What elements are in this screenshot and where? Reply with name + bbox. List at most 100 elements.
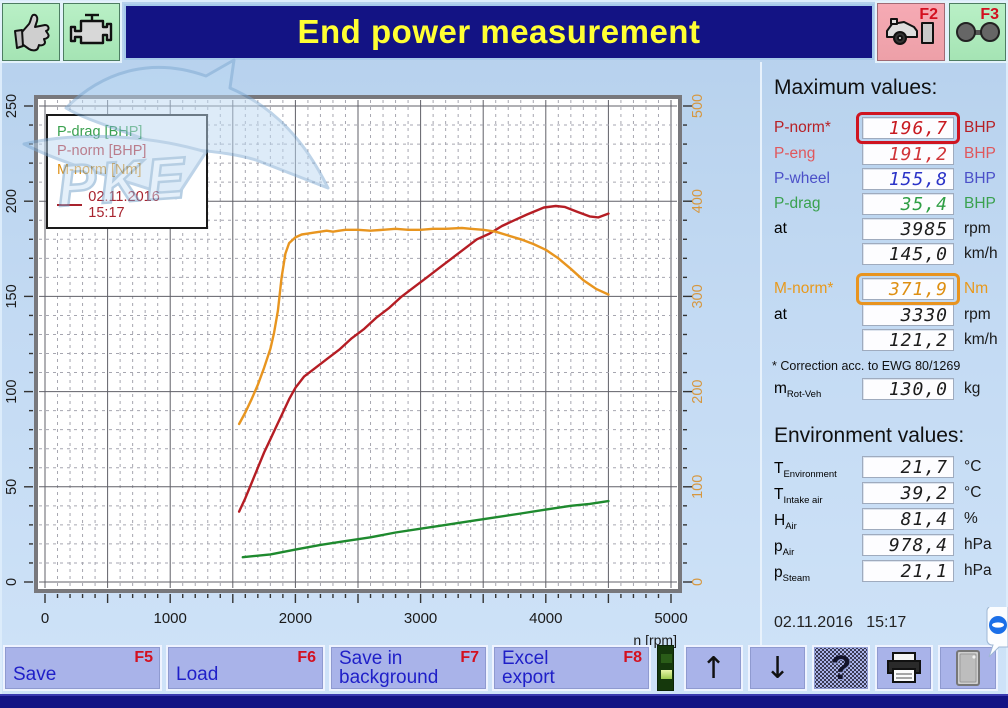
legend-item-pdrag: P-drag [BHP] bbox=[57, 124, 143, 140]
t-environment-unit: °C bbox=[964, 458, 982, 475]
roller-mode-f2-button[interactable]: F2 bbox=[875, 1, 947, 63]
svg-text:0: 0 bbox=[4, 578, 20, 586]
mnorm-value-box: 371,9 bbox=[862, 278, 954, 300]
mnorm-unit: Nm bbox=[964, 280, 989, 297]
t-intake-label: TIntake air bbox=[774, 486, 823, 507]
power-at-speed-box: 145,0 bbox=[862, 243, 954, 265]
svg-text:2000: 2000 bbox=[279, 610, 312, 627]
svg-text:3000: 3000 bbox=[404, 610, 437, 627]
power-at-rpm-box: 3985 bbox=[862, 218, 954, 240]
save-button[interactable]: Save F5 bbox=[3, 645, 162, 691]
p-steam-label: pSteam bbox=[774, 564, 811, 585]
excel-export-button[interactable]: Excel export F8 bbox=[492, 645, 651, 691]
car-on-roller-icon bbox=[886, 18, 934, 45]
torque-at-rpm-unit: rpm bbox=[964, 306, 991, 323]
bottom-status-bar bbox=[0, 694, 1008, 708]
svg-text:150: 150 bbox=[4, 284, 20, 308]
values-panel: Maximum values: P-norm* 196,7 BHP P-eng … bbox=[760, 62, 1008, 646]
svg-text:5000: 5000 bbox=[654, 610, 687, 627]
mrot-value-box: 130,0 bbox=[862, 378, 954, 400]
help-button[interactable]: ? bbox=[812, 645, 870, 691]
page-title: End power measurement bbox=[297, 13, 701, 50]
p-air-label: pAir bbox=[774, 538, 795, 559]
legend-run-date: 02.11.2016 15:17 bbox=[57, 189, 197, 221]
chart-legend: P-drag [BHP] P-norm [BHP] M-norm [Nm] 02… bbox=[46, 114, 208, 229]
svg-text:100: 100 bbox=[690, 475, 706, 499]
pwheel-label: P-wheel bbox=[774, 170, 830, 187]
legend-item-mnorm: M-norm [Nm] bbox=[57, 162, 142, 178]
p-air-unit: hPa bbox=[964, 536, 992, 553]
remote-support-tray-icon[interactable] bbox=[985, 605, 1008, 659]
confirm-ok-button[interactable] bbox=[0, 1, 62, 63]
pdrag-label: P-drag bbox=[774, 195, 821, 212]
indicator-segment-bright bbox=[661, 670, 672, 679]
t-environment-label: TEnvironment bbox=[774, 460, 837, 481]
h-air-label: HAir bbox=[774, 512, 797, 533]
peng-label: P-eng bbox=[774, 145, 816, 162]
svg-text:1000: 1000 bbox=[154, 610, 187, 627]
svg-text:0: 0 bbox=[690, 578, 706, 586]
axle-mode-f3-button[interactable]: F3 bbox=[947, 1, 1008, 63]
save-in-background-button[interactable]: Save in background F7 bbox=[329, 645, 488, 691]
mrot-label: mRot-Veh bbox=[774, 380, 822, 401]
t-intake-unit: °C bbox=[964, 484, 982, 501]
power-at-label: at bbox=[774, 220, 787, 237]
question-mark-icon: ? bbox=[830, 648, 852, 687]
power-at-speed-unit: km/h bbox=[964, 245, 998, 262]
f3-key-label: F3 bbox=[980, 6, 999, 23]
scroll-down-button[interactable]: ↓ bbox=[748, 645, 807, 691]
axle-wheels-icon bbox=[955, 22, 1000, 42]
legend-item-pnorm: P-norm [BHP] bbox=[57, 143, 147, 159]
svg-text:200: 200 bbox=[4, 189, 20, 213]
svg-text:n [rpm]: n [rpm] bbox=[633, 632, 677, 648]
peng-unit: BHP bbox=[964, 145, 996, 162]
environment-values-heading: Environment values: bbox=[774, 424, 965, 447]
load-button[interactable]: Load F6 bbox=[166, 645, 325, 691]
legend-line-swatch bbox=[57, 204, 83, 206]
print-button[interactable] bbox=[875, 645, 933, 691]
peng-value-box: 191,2 bbox=[862, 143, 954, 165]
correction-note: * Correction acc. to EWG 80/1269 bbox=[772, 359, 961, 373]
printer-icon bbox=[887, 652, 921, 683]
svg-text:300: 300 bbox=[690, 284, 706, 308]
svg-text:100: 100 bbox=[4, 379, 20, 403]
pnorm-value-box: 196,7 bbox=[862, 117, 954, 139]
pwheel-value-box: 155,8 bbox=[862, 168, 954, 190]
engine-icon bbox=[69, 13, 112, 45]
p-air-box: 978,4 bbox=[862, 534, 954, 556]
title-bar: End power measurement bbox=[124, 4, 874, 60]
svg-text:400: 400 bbox=[690, 189, 706, 213]
torque-at-speed-unit: km/h bbox=[964, 331, 998, 348]
torque-at-label: at bbox=[774, 306, 787, 323]
h-air-unit: % bbox=[964, 510, 978, 527]
svg-text:500: 500 bbox=[690, 94, 706, 118]
exit-button[interactable] bbox=[938, 645, 998, 691]
svg-text:0: 0 bbox=[41, 610, 49, 627]
indicator-segment-dim bbox=[661, 654, 672, 663]
measurement-datetime: 02.11.2016 15:17 bbox=[774, 614, 907, 631]
svg-text:50: 50 bbox=[4, 479, 20, 495]
thumbs-up-icon bbox=[14, 13, 50, 52]
engine-button[interactable] bbox=[61, 1, 122, 63]
pnorm-unit: BHP bbox=[964, 119, 996, 136]
svg-text:250: 250 bbox=[4, 94, 20, 118]
scroll-up-button[interactable]: ↑ bbox=[684, 645, 743, 691]
svg-text:4000: 4000 bbox=[529, 610, 562, 627]
t-intake-box: 39,2 bbox=[862, 482, 954, 504]
pwheel-unit: BHP bbox=[964, 170, 996, 187]
up-arrow-icon: ↑ bbox=[700, 650, 727, 686]
down-arrow-icon: ↓ bbox=[764, 650, 791, 686]
pdrag-unit: BHP bbox=[964, 195, 996, 212]
mnorm-label: M-norm* bbox=[774, 280, 834, 297]
f2-key-label: F2 bbox=[919, 6, 938, 23]
dyno-chart: 0 1000 2000 3000 4000 5000 n [rpm] 0 50 100 150 200… bbox=[0, 58, 758, 652]
maximum-values-heading: Maximum values: bbox=[774, 76, 938, 99]
t-environment-box: 21,7 bbox=[862, 456, 954, 478]
p-steam-box: 21,1 bbox=[862, 560, 954, 582]
power-at-rpm-unit: rpm bbox=[964, 220, 991, 237]
h-air-box: 81,4 bbox=[862, 508, 954, 530]
door-icon bbox=[956, 650, 980, 686]
level-indicator bbox=[657, 645, 674, 691]
torque-at-rpm-box: 3330 bbox=[862, 304, 954, 326]
torque-at-speed-box: 121,2 bbox=[862, 329, 954, 351]
